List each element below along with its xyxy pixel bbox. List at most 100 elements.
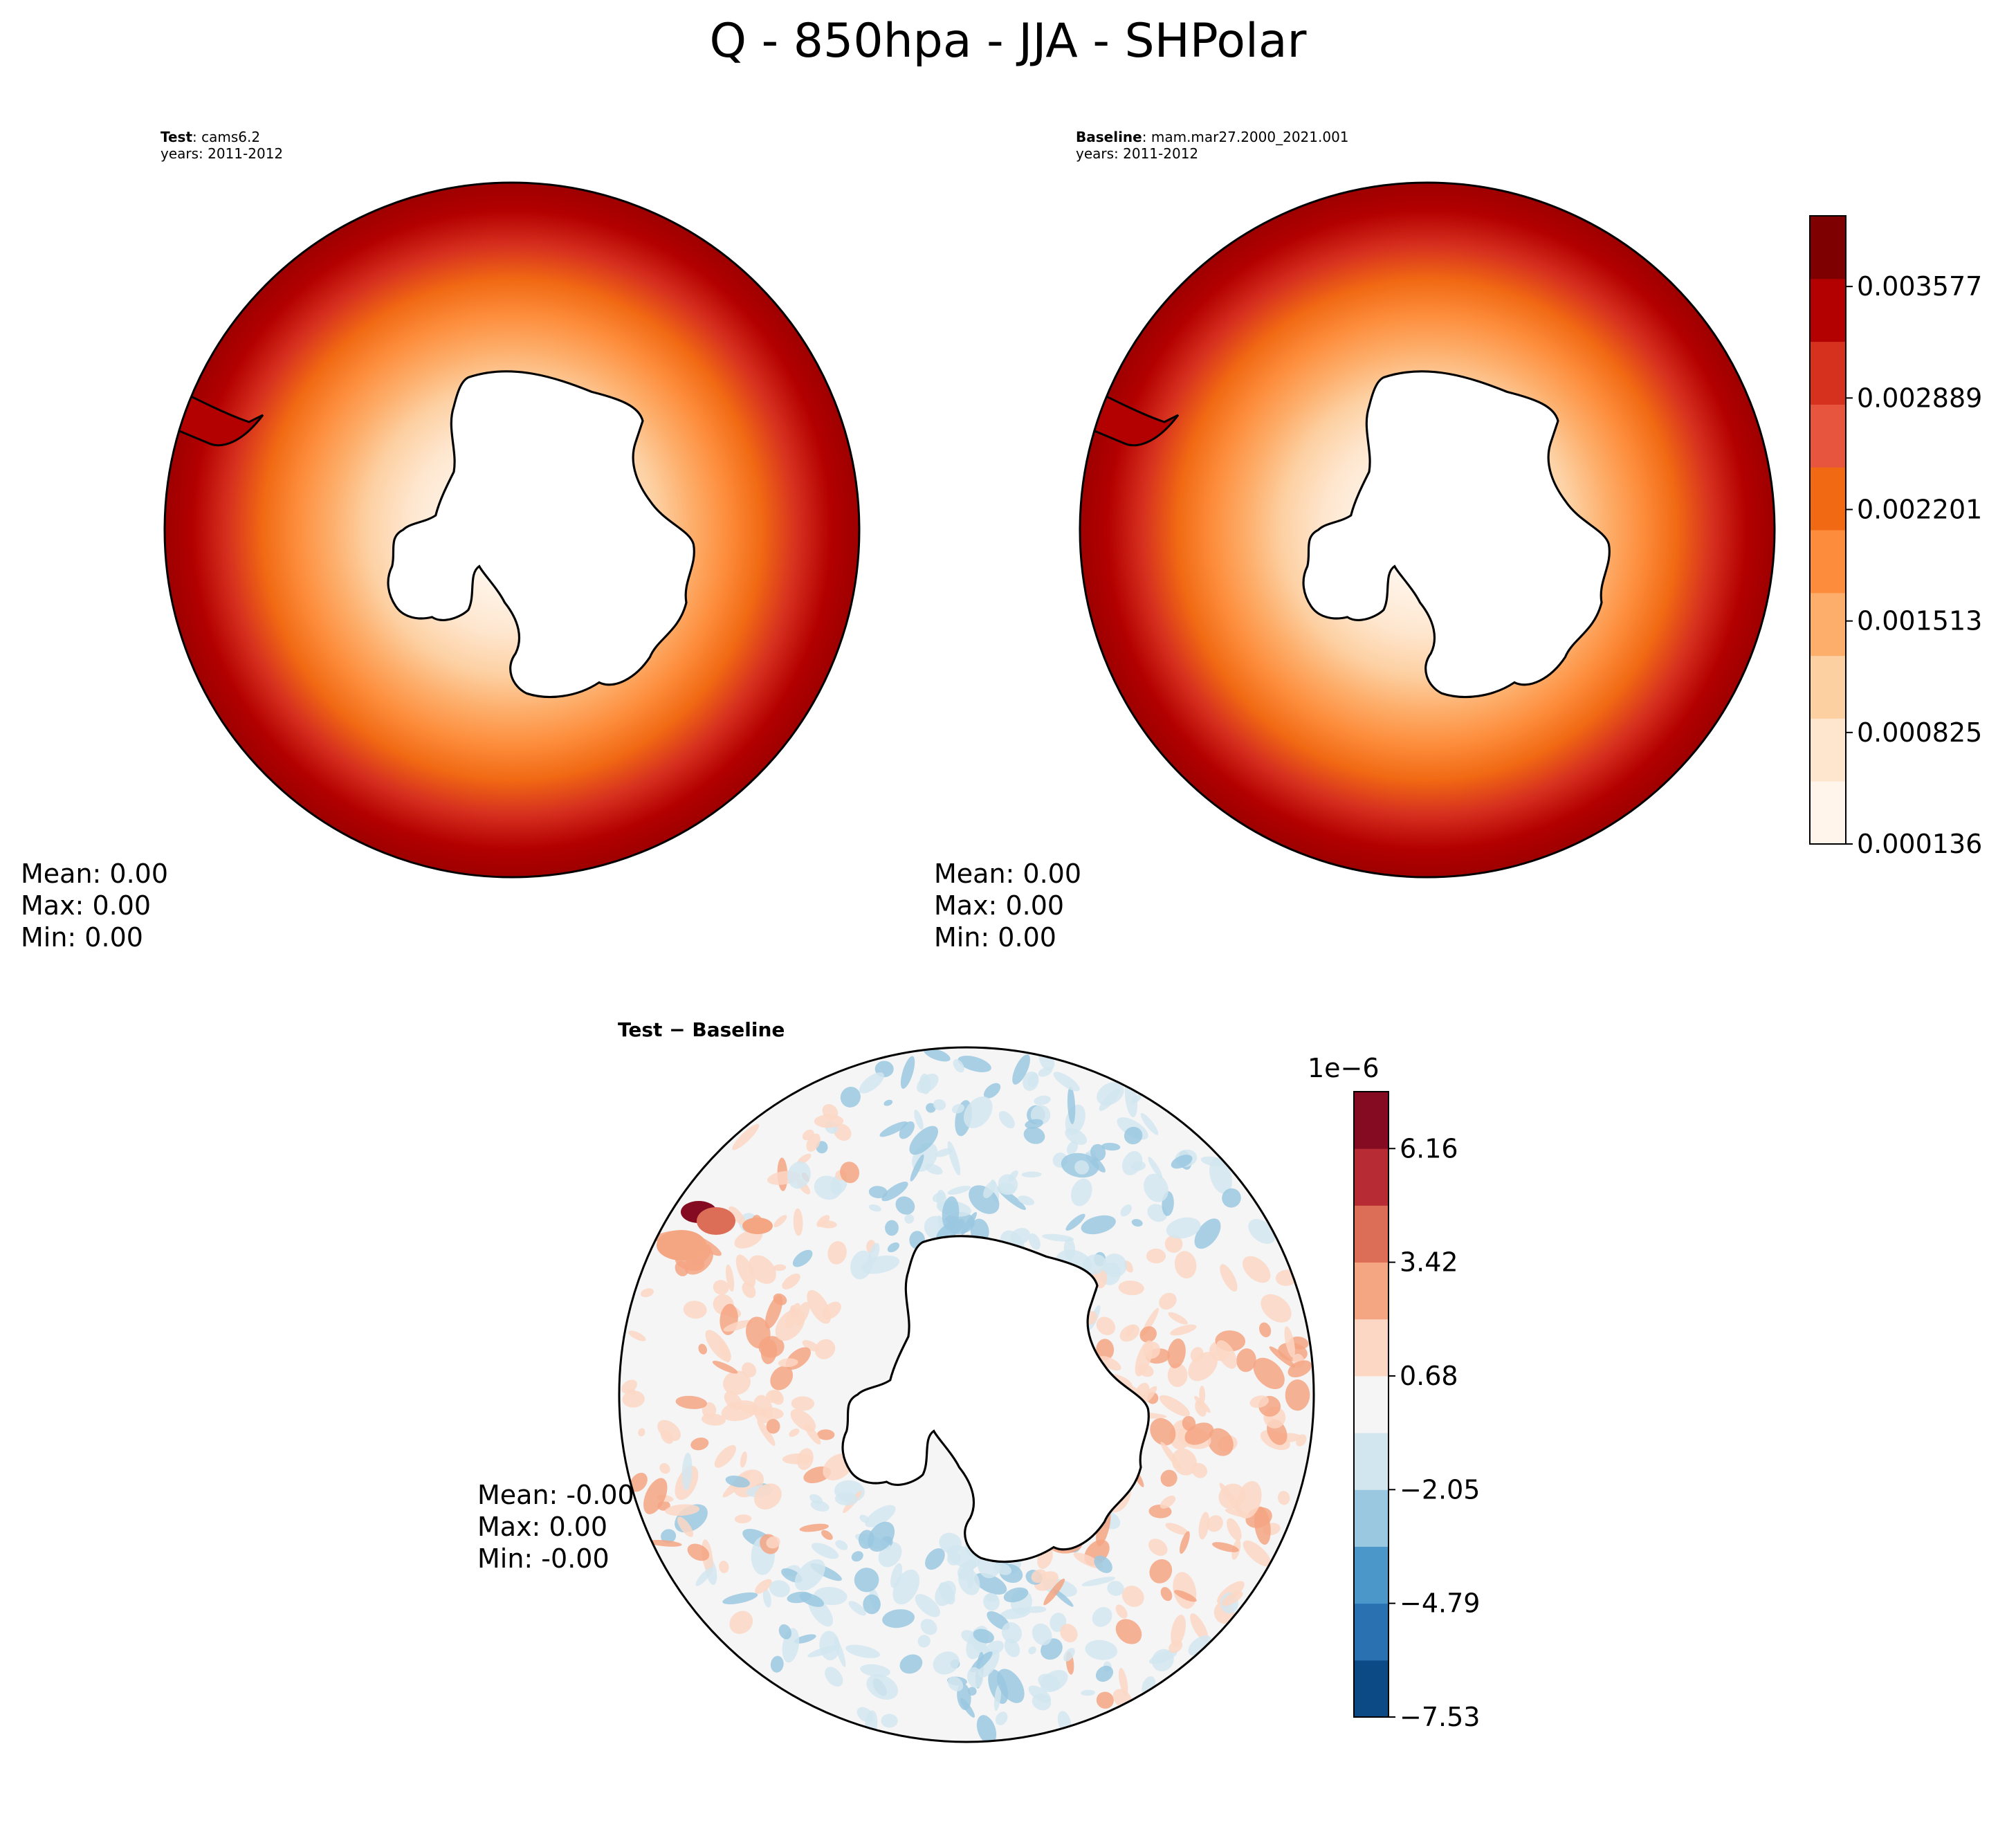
diff-anomaly-patch xyxy=(910,1154,924,1182)
colorbar-difference-tick-label: 6.16 xyxy=(1400,1133,1458,1164)
diff-anomaly-patch xyxy=(1190,1613,1209,1642)
test-panel-title: Test: cams6.2 years: 2011-2012 xyxy=(161,129,284,162)
diff-anomaly-patch xyxy=(1063,1648,1075,1662)
diff-anomaly-patch xyxy=(794,1559,825,1591)
diff-anomaly-patch xyxy=(735,1254,756,1287)
diff-anomaly-patch xyxy=(1220,1264,1238,1292)
diff-anomaly-patch xyxy=(1107,1581,1124,1596)
diff-anomaly-patch xyxy=(648,1540,682,1547)
diff-anomaly-patch xyxy=(773,1215,787,1227)
diff-anomaly-patch xyxy=(993,1563,1012,1575)
baseline-peninsula-coast xyxy=(1080,385,1180,447)
diff-anomaly-patch xyxy=(1085,1640,1118,1660)
baseline-panel-title: Baseline: mam.mar27.2000_2021.001 years:… xyxy=(1076,129,1349,162)
diff-anomaly-patch xyxy=(1096,1339,1115,1361)
diff-anomaly-patch xyxy=(638,1428,645,1437)
diff-anomaly-patch xyxy=(770,1366,794,1390)
diff-anomaly-patch xyxy=(995,1711,1008,1725)
diff-anomaly-patch xyxy=(951,1103,964,1114)
diff-anomaly-patch xyxy=(665,1504,700,1516)
diff-anomaly-patch xyxy=(1194,1395,1211,1413)
diff-anomaly-patch xyxy=(1209,1157,1232,1194)
diff-anomaly-patch xyxy=(1207,1428,1234,1456)
diff-anomaly-patch xyxy=(766,1419,780,1434)
diff-anomaly-patch xyxy=(1261,1294,1292,1323)
diff-anomaly-patch xyxy=(919,1074,931,1094)
diff-anomaly-patch xyxy=(818,1220,837,1229)
colorbar-difference-tick-label: −4.79 xyxy=(1400,1588,1480,1619)
diff-anomaly-patch xyxy=(734,1229,763,1249)
diff-anomaly-patch xyxy=(1028,1646,1036,1655)
diff-anomaly-patch xyxy=(1101,1143,1121,1151)
diff-anomaly-patch xyxy=(1025,1119,1043,1129)
diff-anomaly-patch xyxy=(840,1162,860,1184)
diff-anomaly-patch xyxy=(967,1687,977,1696)
baseline-mean: Mean: 0.00 xyxy=(934,859,1082,889)
diff-anomaly-patch xyxy=(1160,1587,1173,1601)
diff-anomaly-patch xyxy=(723,1370,751,1395)
baseline-map xyxy=(1079,181,1776,879)
diff-anomaly-patch xyxy=(1221,1591,1243,1606)
diff-anomaly-patch xyxy=(787,1161,811,1189)
diff-anomaly-patch xyxy=(1038,1067,1052,1077)
diff-anomaly-patch xyxy=(712,1361,738,1374)
diff-anomaly-patch xyxy=(998,1111,1015,1129)
colorbar-difference-color-segment xyxy=(1354,1148,1389,1206)
diff-anomaly-patch xyxy=(882,1609,915,1628)
diff-map xyxy=(618,1046,1315,1743)
diff-anomaly-patch xyxy=(1284,1326,1295,1358)
diff-anomaly-patch xyxy=(865,1505,896,1527)
diff-anomaly-patch xyxy=(845,1644,881,1658)
colorbar-absolute-color-segment xyxy=(1810,341,1846,405)
diff-anomaly-patch xyxy=(778,1624,792,1640)
diff-anomaly-patch xyxy=(859,1072,884,1094)
diff-anomaly-patch xyxy=(1243,1540,1272,1567)
diff-anomaly-patch xyxy=(1027,1072,1038,1088)
diff-anomaly-patch xyxy=(1032,1623,1052,1646)
colorbar-absolute: 0.000136 0.000825 0.001513 0.002201 0.002889… xyxy=(1809,215,1982,859)
baseline-stats: Mean: 0.00 Max: 0.00 Min: 0.00 xyxy=(934,858,1081,953)
test-map xyxy=(163,181,861,879)
diff-anomaly-patch xyxy=(883,1099,893,1106)
diff-anomaly-patch xyxy=(914,1110,924,1130)
diff-anomaly-patch xyxy=(1060,1624,1078,1643)
diff-anomaly-patch xyxy=(1081,1577,1115,1586)
diff-anomaly-patch xyxy=(1188,1635,1212,1656)
colorbar-difference-tick-label: 0.68 xyxy=(1400,1361,1458,1391)
diff-panel-title: Test − Baseline xyxy=(618,1018,785,1041)
diff-anomaly-patch xyxy=(866,1674,899,1700)
diff-anomaly-patch xyxy=(713,1280,729,1295)
diff-anomaly-patch xyxy=(973,1628,994,1644)
diff-anomaly-patch xyxy=(1194,1218,1221,1249)
diff-anomaly-patch xyxy=(1025,1606,1047,1613)
diff-anomaly-patch xyxy=(1074,1160,1090,1175)
diff-anomaly-patch xyxy=(822,1104,839,1120)
diff-anomaly-patch xyxy=(835,1540,848,1550)
diff-min: Min: -0.00 xyxy=(477,1543,610,1574)
diff-anomaly-patch xyxy=(1083,1254,1107,1275)
colorbar-difference-color-segment xyxy=(1354,1433,1389,1490)
diff-anomaly-patch xyxy=(1095,1665,1114,1682)
diff-anomaly-patch xyxy=(961,1212,977,1235)
diff-anomaly-patch xyxy=(868,1186,888,1199)
diff-anomaly-patch xyxy=(860,1664,890,1678)
diff-anomaly-patch xyxy=(1124,1126,1143,1145)
diff-anomaly-patch xyxy=(933,1099,946,1110)
diff-anomaly-patch xyxy=(868,1242,880,1265)
diff-anomaly-patch xyxy=(1167,1338,1186,1368)
diff-anomaly-patch xyxy=(926,1103,936,1113)
colorbar-difference-color-segment xyxy=(1354,1092,1389,1149)
diff-anomaly-patch xyxy=(817,1429,835,1440)
diff-anomaly-patch xyxy=(1043,1578,1065,1606)
diff-anomaly-patch xyxy=(1053,1588,1074,1607)
colorbar-difference-color-segment xyxy=(1354,1603,1389,1661)
diff-anomaly-patch xyxy=(1119,1324,1140,1342)
diff-stats: Mean: -0.00 Max: 0.00 Min: -0.00 xyxy=(477,1479,634,1575)
diff-anomaly-patch xyxy=(904,1214,915,1224)
diff-anomaly-patch xyxy=(1253,1357,1285,1390)
colorbar-absolute-color-segment xyxy=(1810,718,1846,782)
diff-anomaly-patch xyxy=(1096,1316,1116,1336)
diff-anomaly-patch xyxy=(1236,1348,1256,1373)
diff-anomaly-patch xyxy=(1120,1204,1132,1217)
diff-anomaly-patch xyxy=(983,1592,1000,1611)
